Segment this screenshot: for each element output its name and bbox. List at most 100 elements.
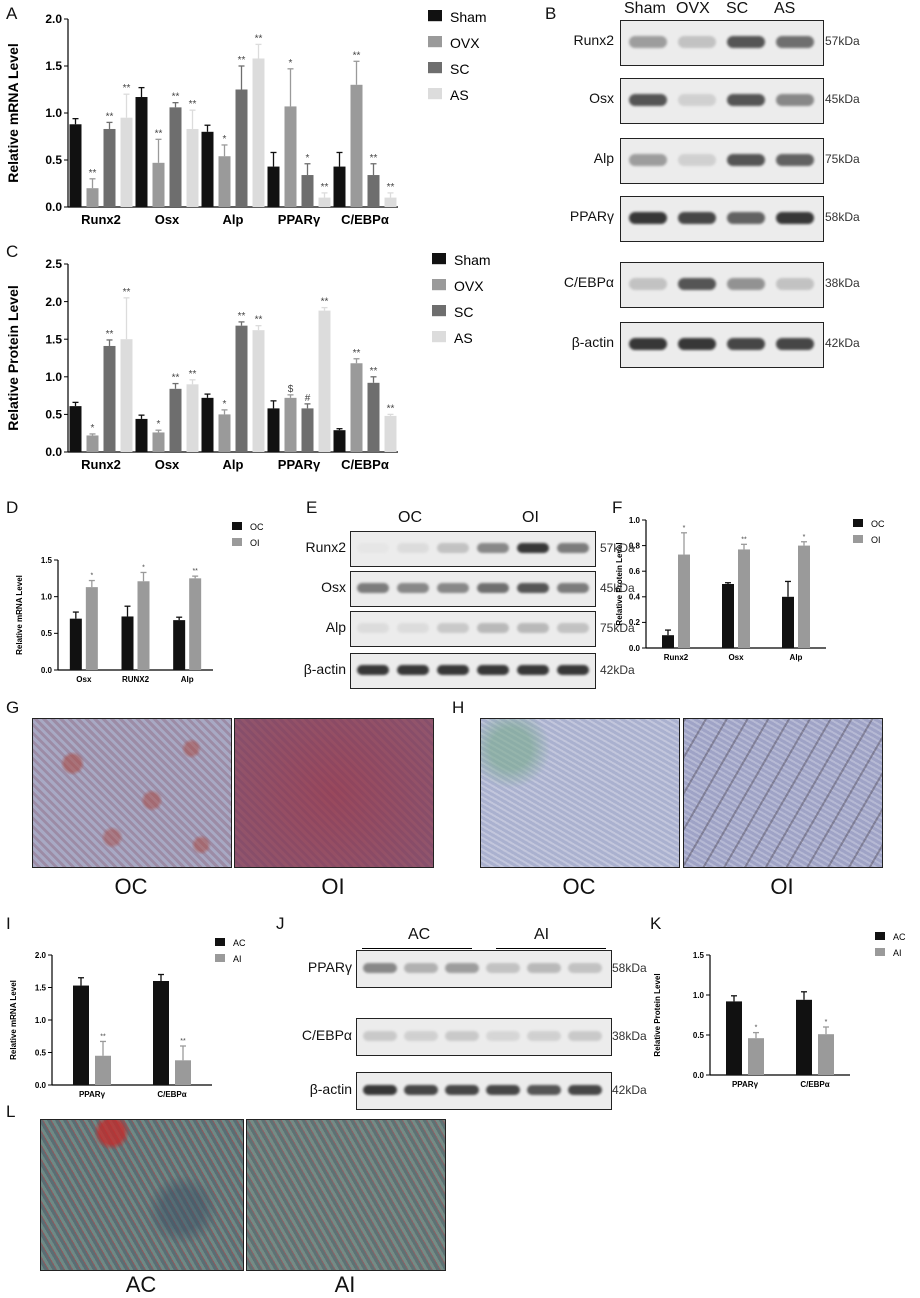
blot-j-kda-c-ebp: 38kDa (612, 1029, 647, 1043)
blot-b-band-osx-1 (629, 94, 667, 106)
blot-b-label-osx: Osx (589, 90, 614, 106)
panel-label-b: B (545, 4, 557, 23)
panel-label-f: F (612, 498, 623, 517)
chart-a-bar-as-ppar-significance: ** (321, 182, 329, 193)
chart-d-ytick-label: 1.5 (41, 556, 53, 565)
blot-j-group-ac: AC (408, 926, 431, 943)
blot-j-band-ppar-6 (568, 963, 602, 973)
chart-d-bar-oc-osx (69, 618, 82, 670)
chart-i-ylabel: Relative mRNA Level (9, 980, 18, 1060)
blot-j-band-ppar-4 (486, 963, 520, 973)
chart-c-bar-sc-ppar-significance: # (305, 393, 311, 404)
chart-c-bar-ovx-c-ebp-significance: ** (353, 348, 361, 359)
chart-d-category-alp: Alp (181, 675, 194, 684)
blot-e-band-alp-5 (517, 623, 549, 633)
blot-e-kda-osx: 45kDa (600, 581, 635, 595)
chart-k-bar-ac-c-ebp (796, 999, 812, 1075)
chart-k-category-ppar: PPARγ (732, 1080, 759, 1089)
chart-a-legend-swatch-as (428, 88, 442, 100)
chart-a-ytick-label: 1.5 (45, 59, 62, 73)
blot-e-group-oc: OC (398, 509, 422, 526)
chart-c-bar-sc-alp-significance: ** (238, 311, 246, 322)
chart-f-ylabel: Relative Protein Level (615, 542, 624, 625)
chart-c-bar-sham-alp (201, 397, 214, 452)
blot-b-kda-osx: 45kDa (825, 92, 860, 106)
blot-b-membrane-c-ebp (620, 262, 824, 308)
chart-d-bar-oi-alp (189, 578, 202, 670)
chart-k-bar-ai-c-ebp-significance: * (825, 1019, 828, 1026)
blot-e-kda-actin: 42kDa (600, 663, 635, 677)
panel-label-e: E (306, 498, 318, 517)
blot-b-lane-ovx: OVX (676, 0, 710, 17)
chart-f-bar-oi-runx2 (678, 554, 690, 648)
chart-i-mrna: 0.0 0.5 1.0 1.5 2.0 Relative mRNA Level ** PPAR… (9, 938, 246, 1099)
chart-a-bar-ovx-alp-significance: * (223, 134, 227, 145)
chart-a-bar-as-runx2 (120, 117, 133, 207)
chart-a-bar-sc-runx2-significance: ** (106, 111, 114, 122)
chart-a-bar-sham-alp (201, 131, 214, 207)
chart-k-ylabel: Relative Protein Level (653, 973, 662, 1056)
blot-e-kda-runx2: 57kDa (600, 541, 635, 555)
blot-e-band-osx-6 (557, 583, 589, 593)
chart-k-ytick-label: 0.0 (693, 1071, 705, 1080)
chart-f-ytick-label: 0.2 (629, 618, 641, 627)
oil-red-stain-ai-image (246, 1119, 446, 1271)
chart-c-legend-swatch-sham (432, 253, 446, 265)
blot-e-band-actin-3 (437, 665, 469, 675)
blot-e-band-alp-3 (437, 623, 469, 633)
panel-label-d: D (6, 498, 19, 517)
chart-k-legend-swatch-ac (875, 932, 885, 940)
blot-b-lane-sham: Sham (624, 0, 666, 17)
chart-a-bar-as-osx (186, 128, 199, 207)
blot-j-band-actin-3 (445, 1085, 479, 1095)
chart-a-category-ppar: PPARγ (278, 212, 321, 227)
blot-b-band-actin-1 (629, 338, 667, 350)
chart-i-bar-ac-ppar (73, 985, 89, 1085)
chart-f-bar-oi-osx (738, 549, 750, 648)
chart-d-ytick-label: 0.0 (41, 666, 53, 675)
blot-b-band-c-ebp-3 (727, 278, 765, 290)
blot-b-membrane-ppar (620, 196, 824, 242)
chart-c-category-ppar: PPARγ (278, 457, 321, 472)
panel-label-l: L (6, 1102, 16, 1121)
chart-c-legend-label-sham: Sham (454, 252, 491, 268)
chart-c-legend-label-ovx: OVX (454, 278, 484, 294)
caption-h-oi: OI (770, 874, 794, 899)
blot-b-label-ppar: PPARγ (569, 208, 614, 224)
chart-a-category-alp: Alp (223, 212, 244, 227)
chart-a-category-osx: Osx (155, 212, 180, 227)
blot-e-band-osx-1 (357, 583, 389, 593)
blot-b-kda-actin: 42kDa (825, 336, 860, 350)
chart-d-bar-oc-runx2 (121, 616, 134, 670)
chart-k-category-c-ebp: C/EBPα (800, 1080, 829, 1089)
chart-a-bar-sc-alp (235, 89, 248, 207)
blot-e-label-actin: β-actin (303, 661, 346, 677)
blot-b-label-runx2: Runx2 (573, 32, 614, 48)
chart-c-bar-ovx-runx2 (86, 435, 99, 452)
blot-j-kda-ppar: 58kDa (612, 961, 647, 975)
blot-b-lane-sc: SC (726, 0, 749, 17)
blot-b-band-runx2-2 (678, 36, 716, 48)
caption-h-oc: OC (562, 874, 596, 899)
chart-a-bar-sham-runx2 (69, 124, 82, 207)
chart-i-ytick-label: 1.5 (35, 983, 47, 992)
chart-a-category-c-ebp: C/EBPα (341, 212, 389, 227)
blot-j-label-ppar: PPARγ (307, 959, 352, 975)
blot-b-label-c-ebp: C/EBPα (563, 274, 614, 290)
panel-label-h: H (452, 698, 465, 717)
blot-j-band-ppar-1 (363, 963, 397, 973)
chart-d-legend-label-oc: OC (250, 522, 264, 532)
blot-j-band-actin-4 (486, 1085, 520, 1095)
chart-c-bar-ovx-runx2-significance: * (91, 423, 95, 434)
chart-c-ytick-label: 1.5 (45, 332, 62, 346)
chart-a-ylabel: Relative mRNA Level (5, 43, 21, 183)
alizarin-stain-oc-image (32, 718, 232, 868)
alp-stain-oc-image (480, 718, 680, 868)
blot-b-band-actin-3 (727, 338, 765, 350)
blot-b-band-alp-2 (678, 154, 716, 166)
blot-j-group-ai: AI (534, 926, 550, 943)
chart-c-bar-as-alp-significance: ** (255, 315, 263, 326)
chart-f-category-osx: Osx (728, 653, 744, 662)
chart-f-bar-oc-runx2 (662, 635, 674, 648)
chart-k-bar-ac-ppar (726, 1001, 742, 1075)
